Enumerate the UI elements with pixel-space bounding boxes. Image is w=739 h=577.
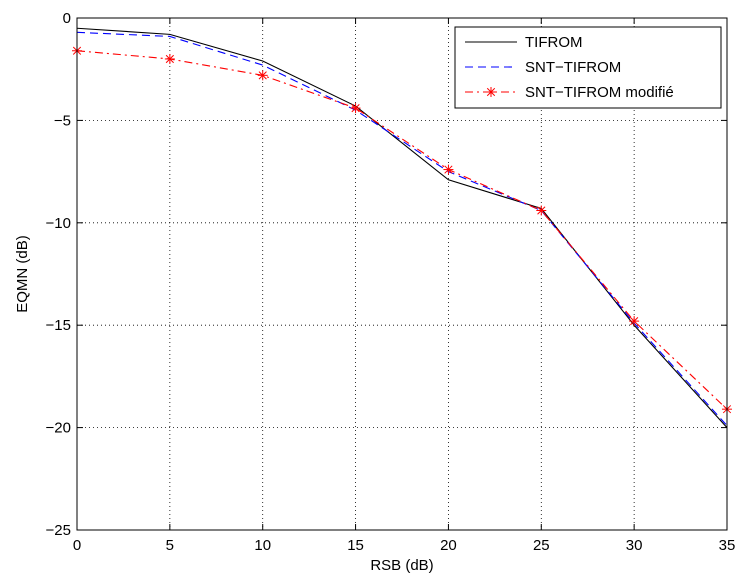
legend-label-2: SNT−TIFROM (525, 59, 621, 76)
series-3-marker (536, 205, 547, 216)
y-tick-label: −5 (54, 112, 71, 129)
y-axis-title: EQMN (dB) (14, 235, 31, 313)
plot-frame (76, 17, 728, 531)
legend-marker-3 (486, 87, 496, 97)
plot-series (72, 27, 732, 428)
x-tick-label: 20 (440, 537, 457, 554)
x-tick-label: 0 (73, 537, 81, 554)
series-line-1 (76, 27, 728, 428)
x-tick-label: 15 (347, 537, 364, 554)
x-tick-label: 35 (719, 537, 736, 554)
grid (77, 18, 727, 530)
legend-box (454, 26, 722, 109)
series-line-3 (76, 50, 728, 410)
y-tick-label: −20 (46, 420, 71, 437)
series-3-marker (443, 164, 454, 175)
series-3-marker (257, 70, 268, 81)
y-tick-label: −10 (46, 215, 71, 232)
series-3-marker (350, 103, 361, 114)
axis-ticks: 0 5 10 15 20 25 30 35 0 −5 −10 −15 −20 −25 (46, 10, 736, 554)
legend-label-1: TIFROM (525, 34, 583, 51)
x-tick-label: 10 (254, 537, 271, 554)
series-3-marker (629, 316, 640, 327)
x-tick-label: 30 (626, 537, 643, 554)
x-tick-label: 25 (533, 537, 550, 554)
y-tick-label: −25 (46, 522, 71, 539)
x-axis-title: RSB (dB) (370, 557, 433, 574)
legend: TIFROM SNT−TIFROM SNT−TIFROM modifié (454, 26, 722, 109)
y-tick-label: −15 (46, 317, 71, 334)
series-line-2 (76, 31, 728, 426)
y-tick-label: 0 (63, 10, 71, 27)
series-3-marker (164, 53, 175, 64)
x-tick-label: 5 (166, 537, 174, 554)
legend-label-3: SNT−TIFROM modifié (525, 84, 674, 101)
